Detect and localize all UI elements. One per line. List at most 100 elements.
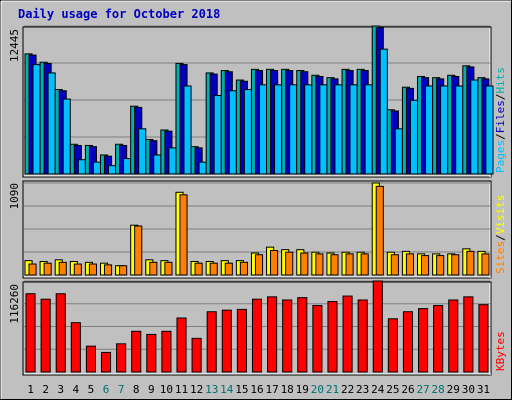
x-tick-label: 15 [235, 383, 248, 396]
bar-kbytes [161, 330, 172, 373]
bar-kbytes [342, 295, 353, 373]
x-tick-label: 20 [311, 383, 324, 396]
x-tick-label: 26 [401, 383, 414, 396]
bar-pages [228, 90, 237, 175]
bar-kbytes [463, 296, 474, 373]
bar-kbytes [131, 330, 142, 373]
bar-kbytes [402, 311, 414, 373]
x-tick-label: 14 [220, 383, 234, 396]
bar-sites [330, 254, 339, 276]
bar-pages [394, 128, 403, 175]
x-tick-label: 31 [477, 383, 490, 396]
x-tick-label: 23 [356, 383, 369, 396]
bar-kbytes [85, 345, 96, 373]
bar-kbytes [357, 299, 368, 373]
legend-entry-visits: Visits [494, 195, 507, 235]
bar-pages [289, 84, 298, 175]
bar-kbytes [100, 351, 112, 373]
bar-pages [213, 95, 222, 175]
bar-sites [451, 254, 460, 276]
bar-pages [334, 84, 343, 175]
bar-pages [123, 158, 132, 175]
bar-pages [364, 84, 373, 175]
x-tick-label: 10 [160, 383, 173, 396]
bar-pages [138, 128, 147, 175]
bar-pages [168, 147, 177, 175]
x-tick-label: 4 [73, 383, 80, 396]
bar-sites [239, 261, 248, 276]
legend-entry-kbytes: KBytes [494, 331, 507, 371]
bar-pages [470, 79, 479, 175]
bar-kbytes [70, 322, 81, 373]
x-tick-label: 29 [447, 383, 460, 396]
x-tick-label: 22 [341, 383, 354, 396]
bar-kbytes [433, 304, 444, 373]
x-tick-label: 6 [103, 383, 110, 396]
bar-sites [58, 261, 67, 276]
bar-pages [47, 72, 56, 175]
bar-kbytes [55, 293, 66, 373]
bar-sites [360, 253, 369, 276]
bar-kbytes [25, 293, 36, 373]
x-tick-label: 11 [175, 383, 188, 396]
bar-sites [28, 263, 37, 276]
bar-sites [194, 262, 203, 276]
bar-kbytes [206, 311, 217, 373]
bar-pages [32, 64, 41, 175]
bar-kbytes [418, 308, 429, 373]
bar-pages [379, 48, 388, 175]
legend-entry-files: Files [494, 100, 507, 133]
bar-pages [92, 161, 101, 175]
x-tick-label: 13 [205, 383, 218, 396]
bar-sites [375, 185, 384, 276]
bar-kbytes [221, 309, 232, 373]
bar-pages [183, 85, 192, 175]
x-tick-label: 2 [42, 383, 49, 396]
bar-sites [315, 253, 324, 276]
bar-sites [254, 254, 264, 276]
bar-sites [481, 253, 490, 276]
bar-sites [88, 263, 97, 276]
bar-sites [436, 255, 445, 276]
bar-pages [455, 85, 464, 175]
bar-kbytes [176, 317, 187, 373]
x-tick-label: 5 [88, 383, 95, 396]
bar-pages [153, 154, 162, 175]
x-tick-label: 12 [190, 383, 203, 396]
bar-kbytes [372, 280, 383, 373]
bar-kbytes [387, 318, 398, 373]
y-max-label: 1090 [8, 183, 21, 210]
panel-sites-visits: 1090 Sites/Visits [8, 180, 507, 279]
bar-kbytes [448, 299, 459, 373]
x-tick-label: 25 [386, 383, 399, 396]
bar-kbytes [146, 333, 157, 373]
x-tick-label: 9 [148, 383, 155, 396]
x-tick-label: 28 [432, 383, 445, 396]
bar-kbytes [267, 296, 278, 373]
bar-kbytes [312, 304, 323, 373]
legend-entry-sites: Sites [494, 241, 507, 274]
bar-sites [164, 261, 173, 276]
bar-sites [119, 265, 128, 276]
bar-kbytes [297, 297, 308, 373]
x-tick-label: 7 [118, 383, 125, 396]
y-max-label: 12445 [8, 29, 21, 62]
legend-entry-pages: Pages [494, 140, 507, 173]
x-tick-label: 27 [416, 383, 429, 396]
x-tick-label: 24 [371, 383, 385, 396]
bar-pages [198, 161, 207, 175]
bar-kbytes [40, 298, 51, 373]
legend-kbytes: KBytes [494, 331, 507, 371]
bar-pages [243, 89, 252, 175]
legend-sites-visits: Sites/Visits [494, 195, 507, 275]
bar-pages [304, 84, 313, 175]
bar-pages [349, 84, 358, 175]
bar-kbytes [251, 298, 263, 373]
bar-sites [345, 253, 354, 276]
x-tick-label: 21 [326, 383, 339, 396]
bar-kbytes [282, 299, 293, 373]
x-tick-label: 3 [57, 383, 64, 396]
bar-sites [43, 262, 52, 276]
